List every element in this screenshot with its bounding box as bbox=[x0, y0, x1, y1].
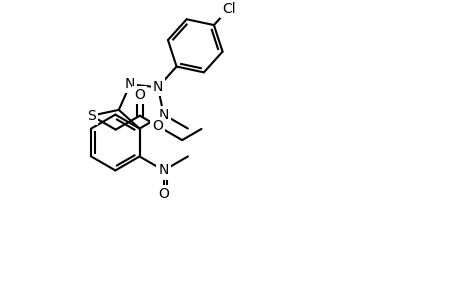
Text: N: N bbox=[158, 108, 168, 122]
Text: O: O bbox=[158, 187, 169, 201]
Text: N: N bbox=[152, 80, 163, 94]
Text: S: S bbox=[87, 109, 95, 123]
Text: O: O bbox=[152, 119, 163, 133]
Text: N: N bbox=[125, 77, 135, 92]
Text: Cl: Cl bbox=[221, 2, 235, 16]
Text: N: N bbox=[158, 164, 168, 177]
Text: O: O bbox=[134, 88, 145, 102]
